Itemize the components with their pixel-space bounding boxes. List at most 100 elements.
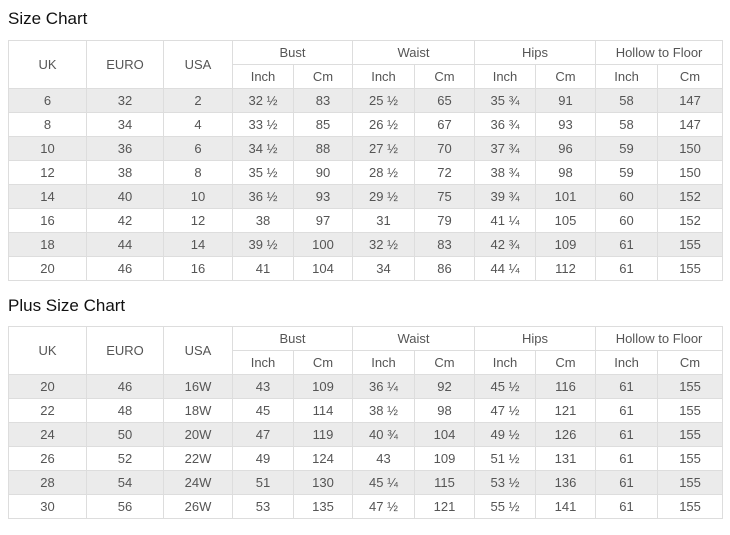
table-cell: 61	[595, 446, 659, 472]
table-row: 8 34 4 33 ½ 85 26 ½ 67 36 ¾ 93 58 147	[8, 111, 724, 137]
table-row: 24 50 20W 47 119 40 ¾ 104 49 ½ 126 61 155	[8, 422, 724, 448]
col-subheader-waist-inch: Inch	[352, 350, 416, 376]
table-row: 20 46 16 41 104 34 86 44 ¼ 112 61 155	[8, 255, 724, 281]
table-cell: 98	[535, 159, 597, 185]
table-cell: 61	[595, 231, 659, 257]
table-cell: 28 ½	[352, 159, 416, 185]
table-cell: 38	[86, 159, 164, 185]
table-cell: 83	[292, 87, 354, 113]
table-cell: 105	[535, 207, 597, 233]
table-cell: 114	[292, 398, 354, 424]
table-cell: 51 ½	[474, 446, 537, 472]
table-cell: 12	[8, 159, 87, 185]
table-cell: 155	[657, 255, 724, 281]
col-header-hollow-to-floor: Hollow to Floor	[595, 39, 724, 65]
col-header-hollow-to-floor: Hollow to Floor	[595, 326, 724, 352]
table-cell: 36 ¼	[352, 374, 416, 400]
table-cell: 38 ½	[352, 398, 416, 424]
table-cell: 72	[414, 159, 476, 185]
table-cell: 116	[535, 374, 597, 400]
table-cell: 141	[535, 494, 597, 520]
table-cell: 152	[657, 183, 724, 209]
table-cell: 155	[657, 231, 724, 257]
table-cell: 36	[86, 135, 164, 161]
table-cell: 83	[414, 231, 476, 257]
col-subheader-waist-inch: Inch	[352, 63, 416, 89]
table-row: 12 38 8 35 ½ 90 28 ½ 72 38 ¾ 98 59 150	[8, 159, 724, 185]
table-cell: 90	[292, 159, 354, 185]
table-cell: 52	[86, 446, 164, 472]
table-cell: 53	[232, 494, 294, 520]
table-cell: 54	[86, 470, 164, 496]
table-cell: 155	[657, 446, 724, 472]
table-cell: 93	[535, 111, 597, 137]
table-cell: 55 ½	[474, 494, 537, 520]
table-cell: 53 ½	[474, 470, 537, 496]
table-cell: 65	[414, 87, 476, 113]
table-cell: 46	[86, 374, 164, 400]
table-cell: 61	[595, 422, 659, 448]
table-cell: 136	[535, 470, 597, 496]
col-header-waist: Waist	[352, 326, 476, 352]
table-cell: 61	[595, 255, 659, 281]
table-row: 10 36 6 34 ½ 88 27 ½ 70 37 ¾ 96 59 150	[8, 135, 724, 161]
col-subheader-bust-cm: Cm	[292, 63, 354, 89]
table-cell: 93	[292, 183, 354, 209]
table-cell: 109	[535, 231, 597, 257]
table-cell: 58	[595, 87, 659, 113]
col-subheader-waist-cm: Cm	[414, 63, 476, 89]
table-cell: 24W	[163, 470, 233, 496]
table-cell: 47	[232, 422, 294, 448]
table-cell: 67	[414, 111, 476, 137]
table-cell: 109	[414, 446, 476, 472]
table-cell: 30	[8, 494, 87, 520]
table-cell: 56	[86, 494, 164, 520]
plus-size-chart-table: UK EURO USA Bust Waist Hips Hollow to Fl…	[8, 326, 724, 520]
col-header-hips: Hips	[474, 39, 597, 65]
col-subheader-hips-cm: Cm	[535, 350, 597, 376]
table-cell: 100	[292, 231, 354, 257]
col-header-bust: Bust	[231, 39, 354, 65]
table-cell: 104	[414, 422, 476, 448]
table-cell: 40	[86, 183, 164, 209]
col-subheader-hollow-inch: Inch	[595, 350, 659, 376]
table-cell: 25 ½	[352, 87, 416, 113]
table-cell: 150	[657, 135, 724, 161]
table-cell: 24	[8, 422, 87, 448]
table-cell: 48	[86, 398, 164, 424]
table-cell: 6	[8, 87, 87, 113]
table-cell: 37 ¾	[474, 135, 537, 161]
table-cell: 14	[163, 231, 233, 257]
table-cell: 61	[595, 374, 659, 400]
header-row-groups: UK EURO USA Bust Waist Hips Hollow to Fl…	[8, 326, 724, 376]
size-chart-header: UK EURO USA Bust Waist Hips Hollow to Fl…	[8, 39, 724, 89]
size-chart-body: 6 32 2 32 ½ 83 25 ½ 65 35 ¾ 91 58 147 8 34 4 33 ½ 85 26 …	[8, 87, 724, 281]
table-cell: 155	[657, 422, 724, 448]
table-cell: 31	[352, 207, 416, 233]
col-subheader-hips-cm: Cm	[535, 63, 597, 89]
table-row: 28 54 24W 51 130 45 ¼ 115 53 ½ 136 61 155	[8, 470, 724, 496]
table-cell: 45 ½	[474, 374, 537, 400]
table-cell: 92	[414, 374, 476, 400]
table-cell: 18	[8, 231, 87, 257]
table-row: 16 42 12 38 97 31 79 41 ¼ 105 60 152	[8, 207, 724, 233]
table-cell: 45 ¼	[352, 470, 416, 496]
table-cell: 101	[535, 183, 597, 209]
table-cell: 59	[595, 135, 659, 161]
table-cell: 20W	[163, 422, 233, 448]
table-cell: 14	[8, 183, 87, 209]
table-cell: 135	[292, 494, 354, 520]
col-subheader-hips-inch: Inch	[474, 63, 537, 89]
table-cell: 91	[535, 87, 597, 113]
table-cell: 49 ½	[474, 422, 537, 448]
plus-size-chart-body: 20 46 16W 43 109 36 ¼ 92 45 ½ 116 61 155 22 48 18W 45 1…	[8, 374, 724, 520]
col-subheader-hollow-cm: Cm	[657, 63, 724, 89]
table-cell: 42 ¾	[474, 231, 537, 257]
table-cell: 2	[163, 87, 233, 113]
table-cell: 44	[86, 231, 164, 257]
col-subheader-bust-inch: Inch	[232, 350, 294, 376]
table-cell: 8	[163, 159, 233, 185]
table-cell: 85	[292, 111, 354, 137]
header-row-units: Inch Cm Inch Cm Inch Cm Inch Cm	[9, 63, 724, 89]
